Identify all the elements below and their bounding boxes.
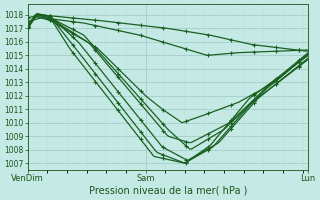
X-axis label: Pression niveau de la mer( hPa ): Pression niveau de la mer( hPa ): [89, 186, 247, 196]
